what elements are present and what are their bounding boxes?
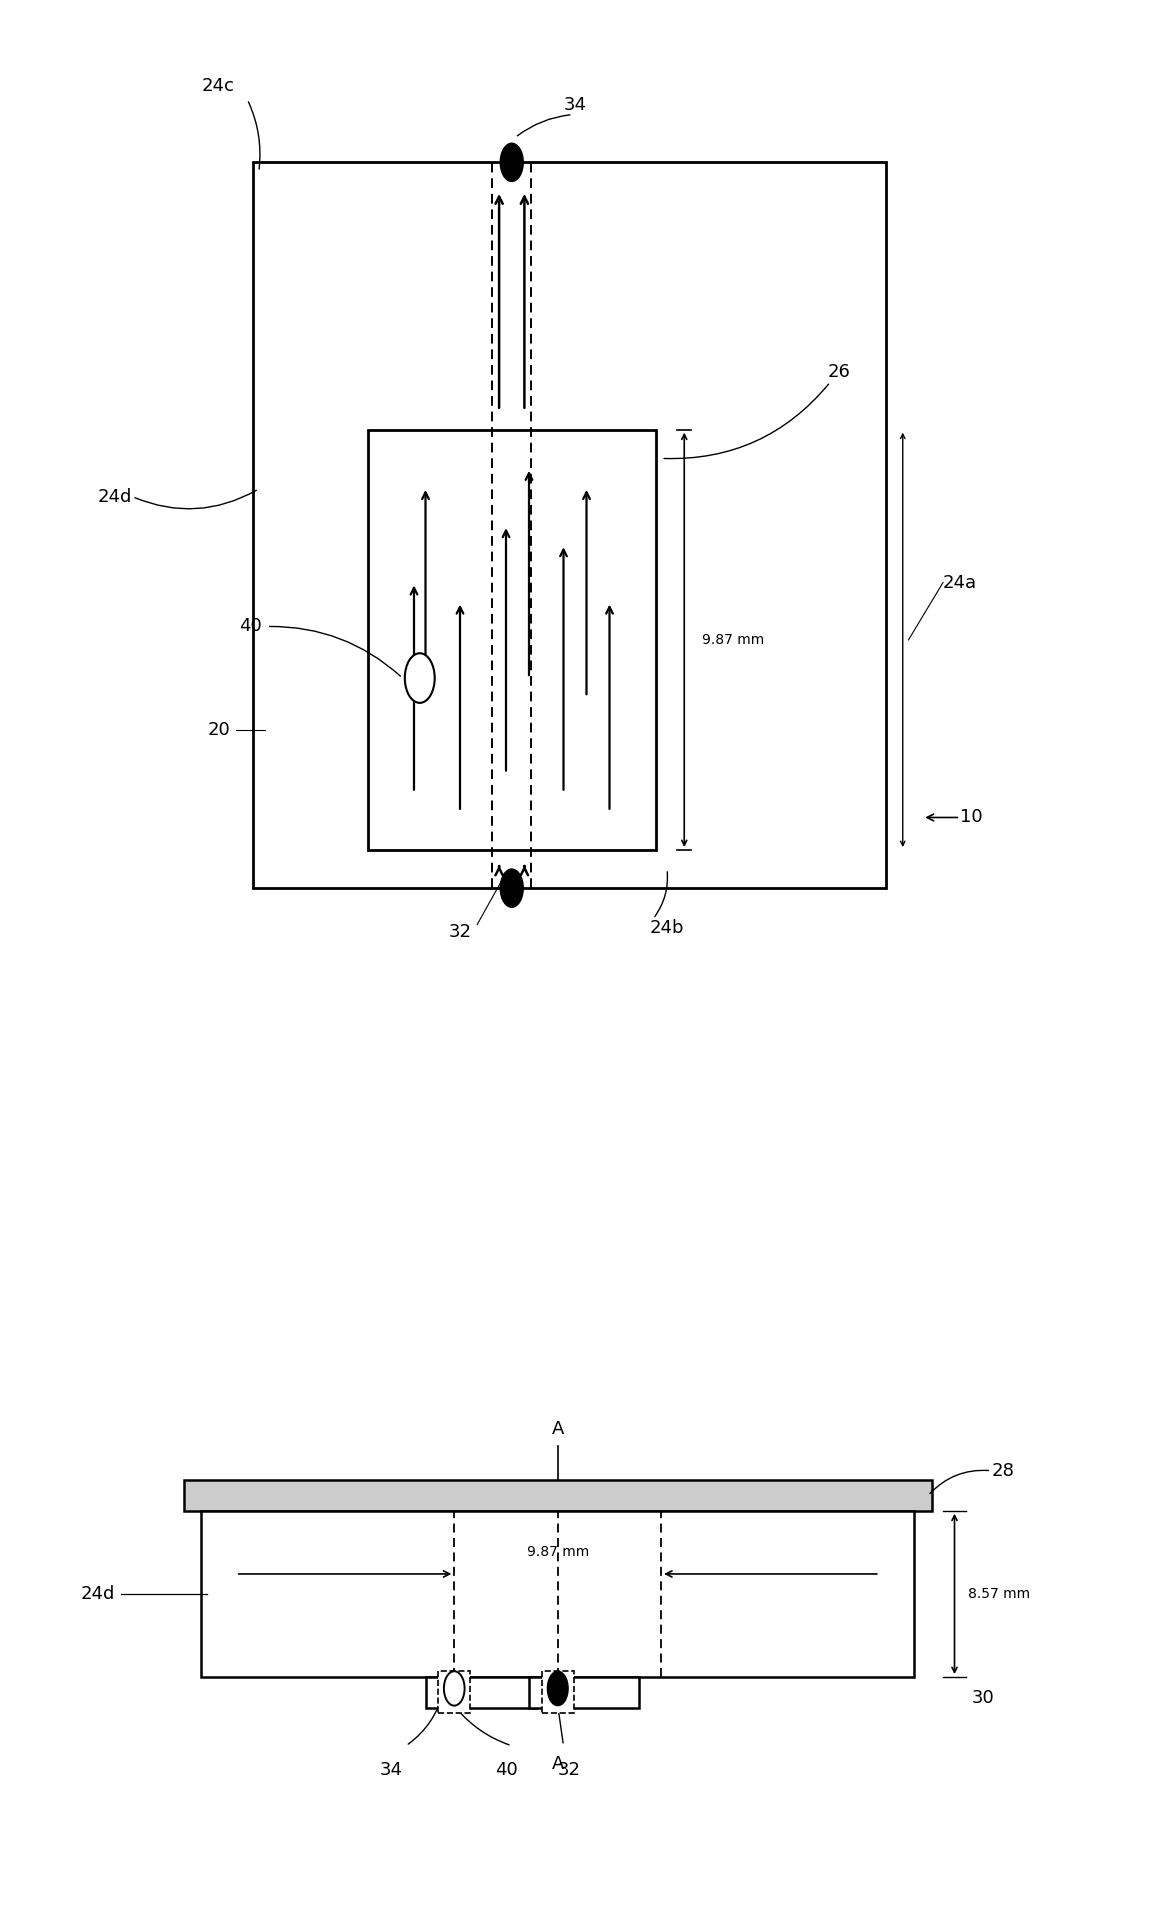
Circle shape <box>547 1671 568 1706</box>
Text: 20: 20 <box>207 720 230 739</box>
Text: 9.87 mm: 9.87 mm <box>527 1545 589 1559</box>
Text: 28: 28 <box>991 1461 1014 1480</box>
Bar <box>529 1677 639 1708</box>
Text: 24d: 24d <box>98 487 132 506</box>
Bar <box>426 1677 536 1708</box>
Text: 24b: 24b <box>650 919 684 938</box>
Circle shape <box>405 653 435 703</box>
Circle shape <box>500 869 523 907</box>
Bar <box>368 430 656 850</box>
Text: 40: 40 <box>239 617 262 636</box>
Bar <box>184 1480 932 1511</box>
Text: 8.57 mm: 8.57 mm <box>968 1587 1030 1601</box>
Text: 10: 10 <box>960 808 983 827</box>
Bar <box>438 1671 470 1713</box>
Bar <box>201 1511 914 1677</box>
Text: A: A <box>552 1755 564 1772</box>
Text: A: A <box>552 1421 564 1438</box>
Text: 9.87 mm: 9.87 mm <box>702 632 764 647</box>
Text: 24a: 24a <box>943 573 978 592</box>
Text: 40: 40 <box>494 1761 518 1778</box>
Text: 32: 32 <box>448 923 471 942</box>
Bar <box>253 162 886 888</box>
Text: 34: 34 <box>564 96 586 115</box>
Bar <box>542 1671 574 1713</box>
Circle shape <box>444 1671 465 1706</box>
Text: 26: 26 <box>828 363 851 382</box>
Text: 24d: 24d <box>81 1585 115 1602</box>
Circle shape <box>500 143 523 181</box>
Text: 24c: 24c <box>201 76 235 96</box>
Text: 32: 32 <box>558 1761 581 1778</box>
Text: 34: 34 <box>380 1761 402 1778</box>
Text: 30: 30 <box>972 1688 995 1708</box>
